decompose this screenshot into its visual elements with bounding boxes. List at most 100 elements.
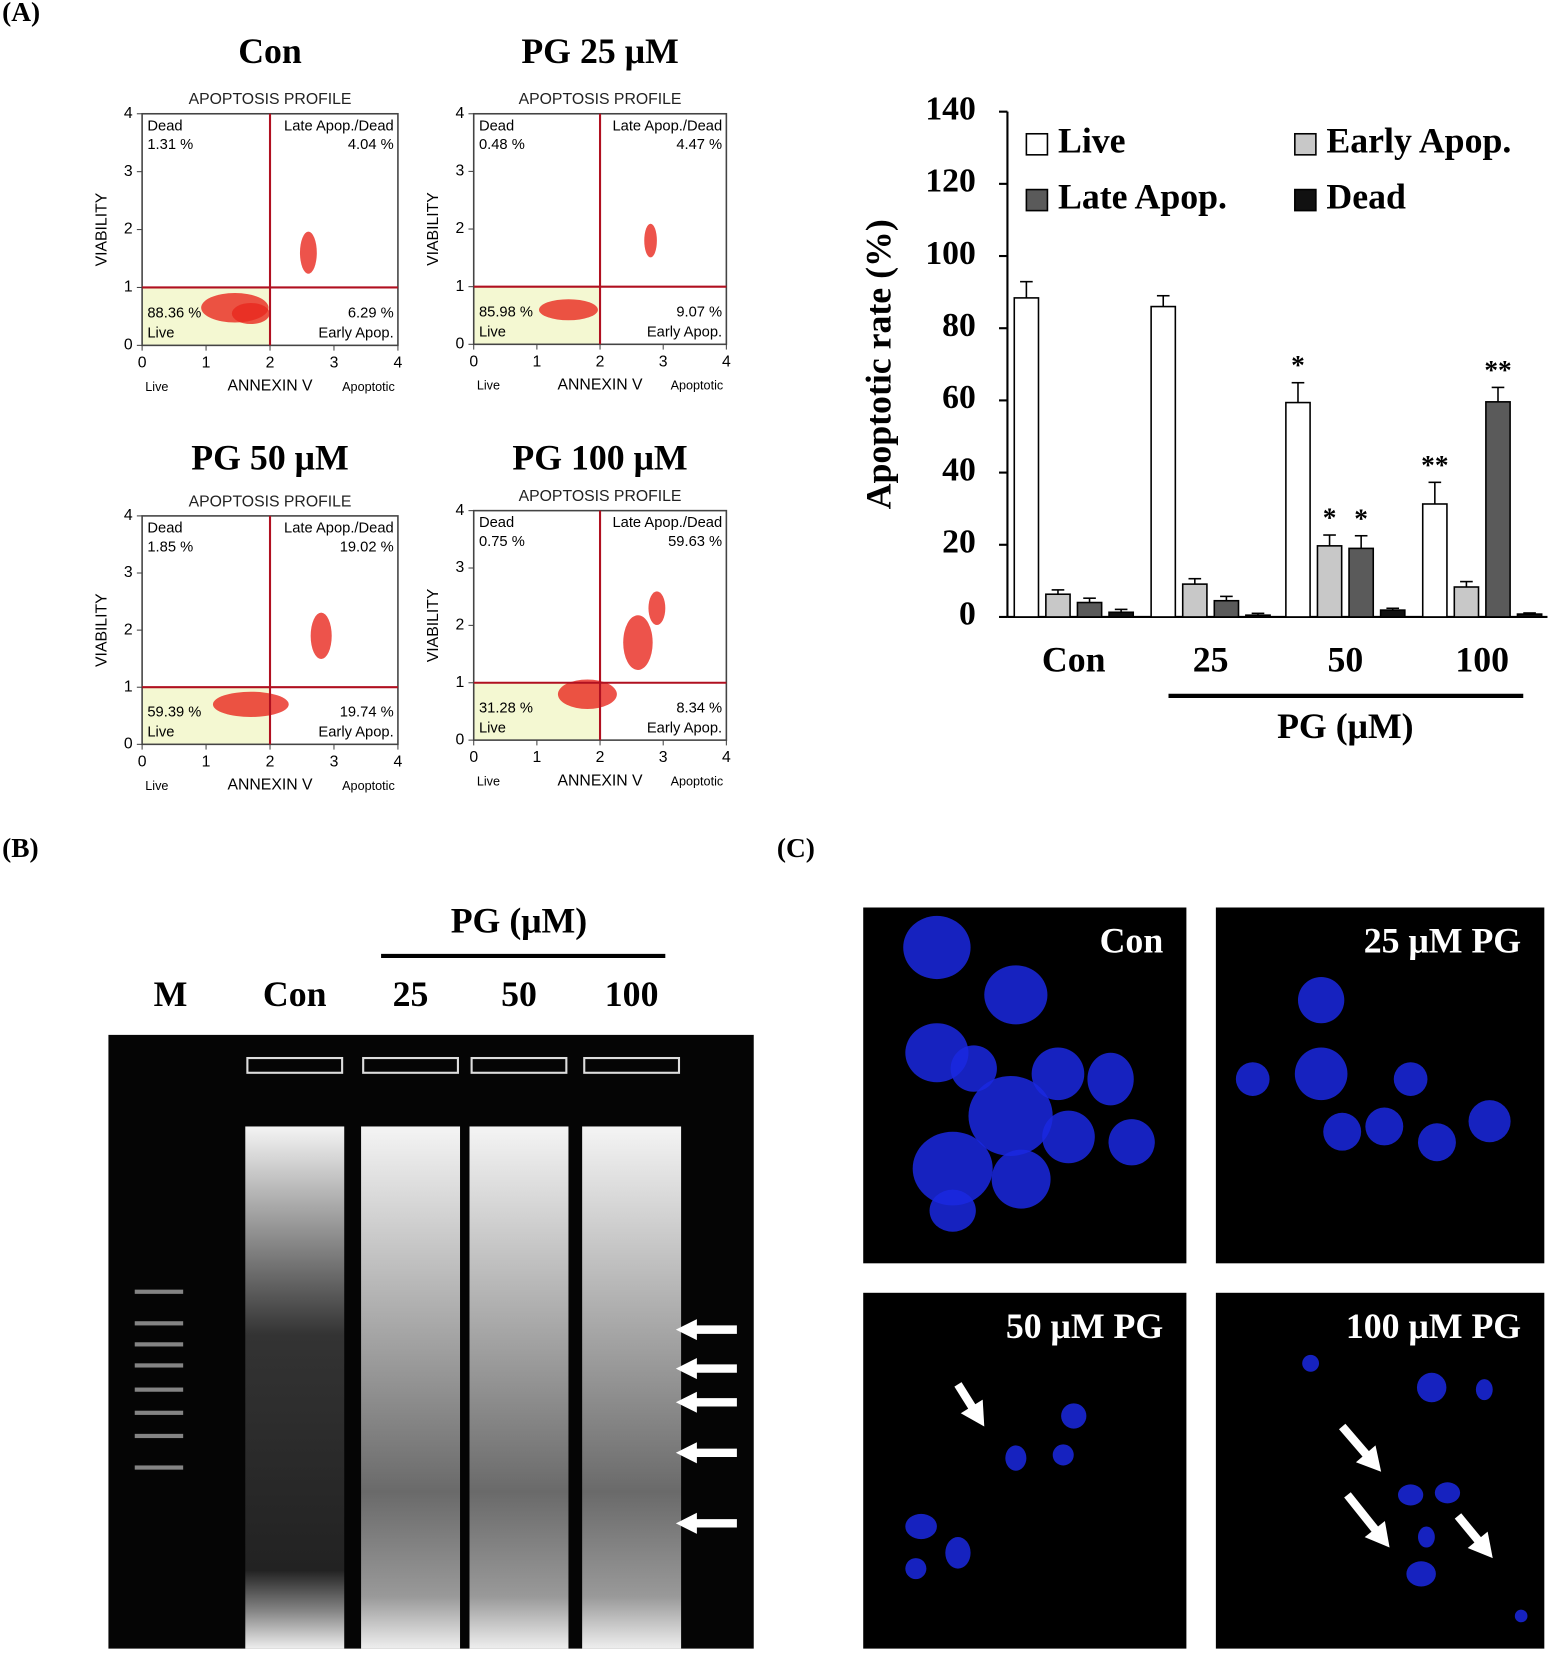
y-tick-label: 120 — [925, 163, 976, 200]
arrow — [675, 1391, 737, 1413]
x-axis-label: ANNEXIN V — [558, 377, 644, 394]
x-tick-label: 1 — [532, 353, 541, 370]
nucleus — [1108, 1119, 1155, 1166]
x-tick-label: 0 — [138, 354, 147, 371]
nucleus — [1052, 1444, 1074, 1466]
quadrant-label: Live — [147, 326, 174, 342]
well — [583, 1056, 681, 1074]
quadrant-label: Live — [147, 725, 174, 741]
x-tick-label: 50 — [1327, 639, 1363, 679]
bar — [1285, 401, 1311, 618]
nucleus — [1514, 1609, 1528, 1623]
y-axis-label: Apoptotic rate (%) — [858, 219, 898, 509]
y-tick-label: 2 — [455, 617, 464, 634]
nucleus — [905, 1513, 937, 1540]
x-tick-label: Con — [1042, 639, 1106, 679]
quadrant-label: Early Apop. — [647, 325, 722, 341]
bar — [1213, 599, 1240, 618]
event-cloud — [299, 231, 317, 274]
legend-label: Late Apop. — [1058, 176, 1227, 216]
bar — [1181, 583, 1208, 618]
bar — [1453, 586, 1480, 618]
arrow-shaft — [1344, 1492, 1383, 1538]
x-tick-label: 0 — [138, 753, 147, 770]
x-tick-label: 4 — [394, 753, 403, 770]
nucleus — [1468, 1100, 1511, 1143]
y-tick-label: 40 — [942, 451, 976, 488]
plot-title: PG 50 μM — [191, 437, 348, 477]
event-cloud — [648, 591, 666, 626]
bar — [1421, 503, 1448, 618]
x-tick-label: 3 — [659, 353, 668, 370]
y-tick-label: 3 — [455, 559, 464, 576]
nucleus — [1302, 1354, 1320, 1372]
lane-label: 100 — [605, 974, 659, 1014]
x-tick-label: 2 — [596, 749, 605, 766]
event-cloud — [231, 302, 270, 325]
bar — [1516, 613, 1543, 618]
arrow-head — [1364, 1521, 1390, 1548]
quadrant-value: 59.63 % — [668, 534, 722, 550]
bar — [1108, 611, 1135, 618]
micrograph-label: 25 μM PG — [1364, 921, 1521, 961]
y-tick-label: 3 — [124, 163, 133, 180]
quadrant-label: Late Apop./Dead — [612, 515, 722, 531]
x-tick-label: 2 — [596, 353, 605, 370]
quadrant-value: 6.29 % — [348, 306, 394, 322]
arrow-head — [1355, 1445, 1382, 1472]
bar — [1485, 401, 1511, 618]
micrograph — [1215, 907, 1545, 1264]
significance: ** — [1484, 355, 1511, 385]
well — [362, 1056, 459, 1074]
y-tick-label: 4 — [124, 105, 133, 122]
x-left-label: Live — [477, 379, 500, 393]
x-tick-label: 25 — [1193, 639, 1229, 679]
well — [246, 1056, 344, 1074]
nucleus — [1061, 1403, 1087, 1429]
quadrant-value: 1.31 % — [147, 137, 193, 153]
x-axis-label: ANNEXIN V — [227, 777, 313, 794]
legend-swatch — [1025, 132, 1049, 156]
significance: * — [1323, 503, 1337, 533]
quadrant-label: Dead — [479, 118, 514, 134]
nucleus — [950, 1045, 997, 1092]
quadrant-label: Dead — [147, 520, 182, 536]
quadrant-label: Late Apop./Dead — [284, 118, 394, 134]
x-tick-label: 4 — [722, 353, 731, 370]
arrow-head — [960, 1399, 985, 1427]
bar — [1150, 305, 1177, 618]
well — [470, 1056, 568, 1074]
y-tick-label: 0 — [455, 335, 464, 352]
arrow — [675, 1512, 737, 1534]
y-tick-label: 4 — [124, 507, 133, 524]
nucleus — [984, 965, 1048, 1025]
ladder-band — [134, 1465, 184, 1470]
bar — [1076, 601, 1103, 618]
nucleus — [1365, 1107, 1404, 1146]
legend-swatch — [1025, 188, 1049, 212]
y-tick-label: 1 — [124, 678, 133, 695]
quadrant-label: Early Apop. — [647, 720, 722, 736]
panel-label: (B) — [2, 833, 38, 863]
x-tick-label: 1 — [202, 354, 211, 371]
y-tick-label: 2 — [124, 221, 133, 238]
arrow — [675, 1442, 737, 1464]
panel-label: (A) — [2, 0, 40, 27]
plot-profile: APOPTOSIS PROFILE — [189, 493, 352, 510]
y-tick-label: 4 — [455, 105, 464, 122]
lane-label: M — [154, 974, 188, 1014]
ladder-band — [134, 1342, 184, 1347]
y-tick-label: 0 — [124, 736, 133, 753]
nucleus — [1475, 1379, 1493, 1401]
nucleus — [1416, 1372, 1447, 1403]
y-tick-label: 3 — [124, 564, 133, 581]
y-tick-label: 3 — [455, 163, 464, 180]
micrograph — [863, 1292, 1187, 1649]
legend-label: Early Apop. — [1326, 121, 1511, 161]
y-axis-label: VIABILITY — [93, 192, 110, 266]
nucleus — [1294, 1047, 1348, 1101]
x-axis-label: ANNEXIN V — [558, 772, 644, 789]
ladder-band — [134, 1363, 184, 1368]
nucleus — [1417, 1123, 1456, 1162]
y-axis-label: VIABILITY — [425, 192, 442, 266]
